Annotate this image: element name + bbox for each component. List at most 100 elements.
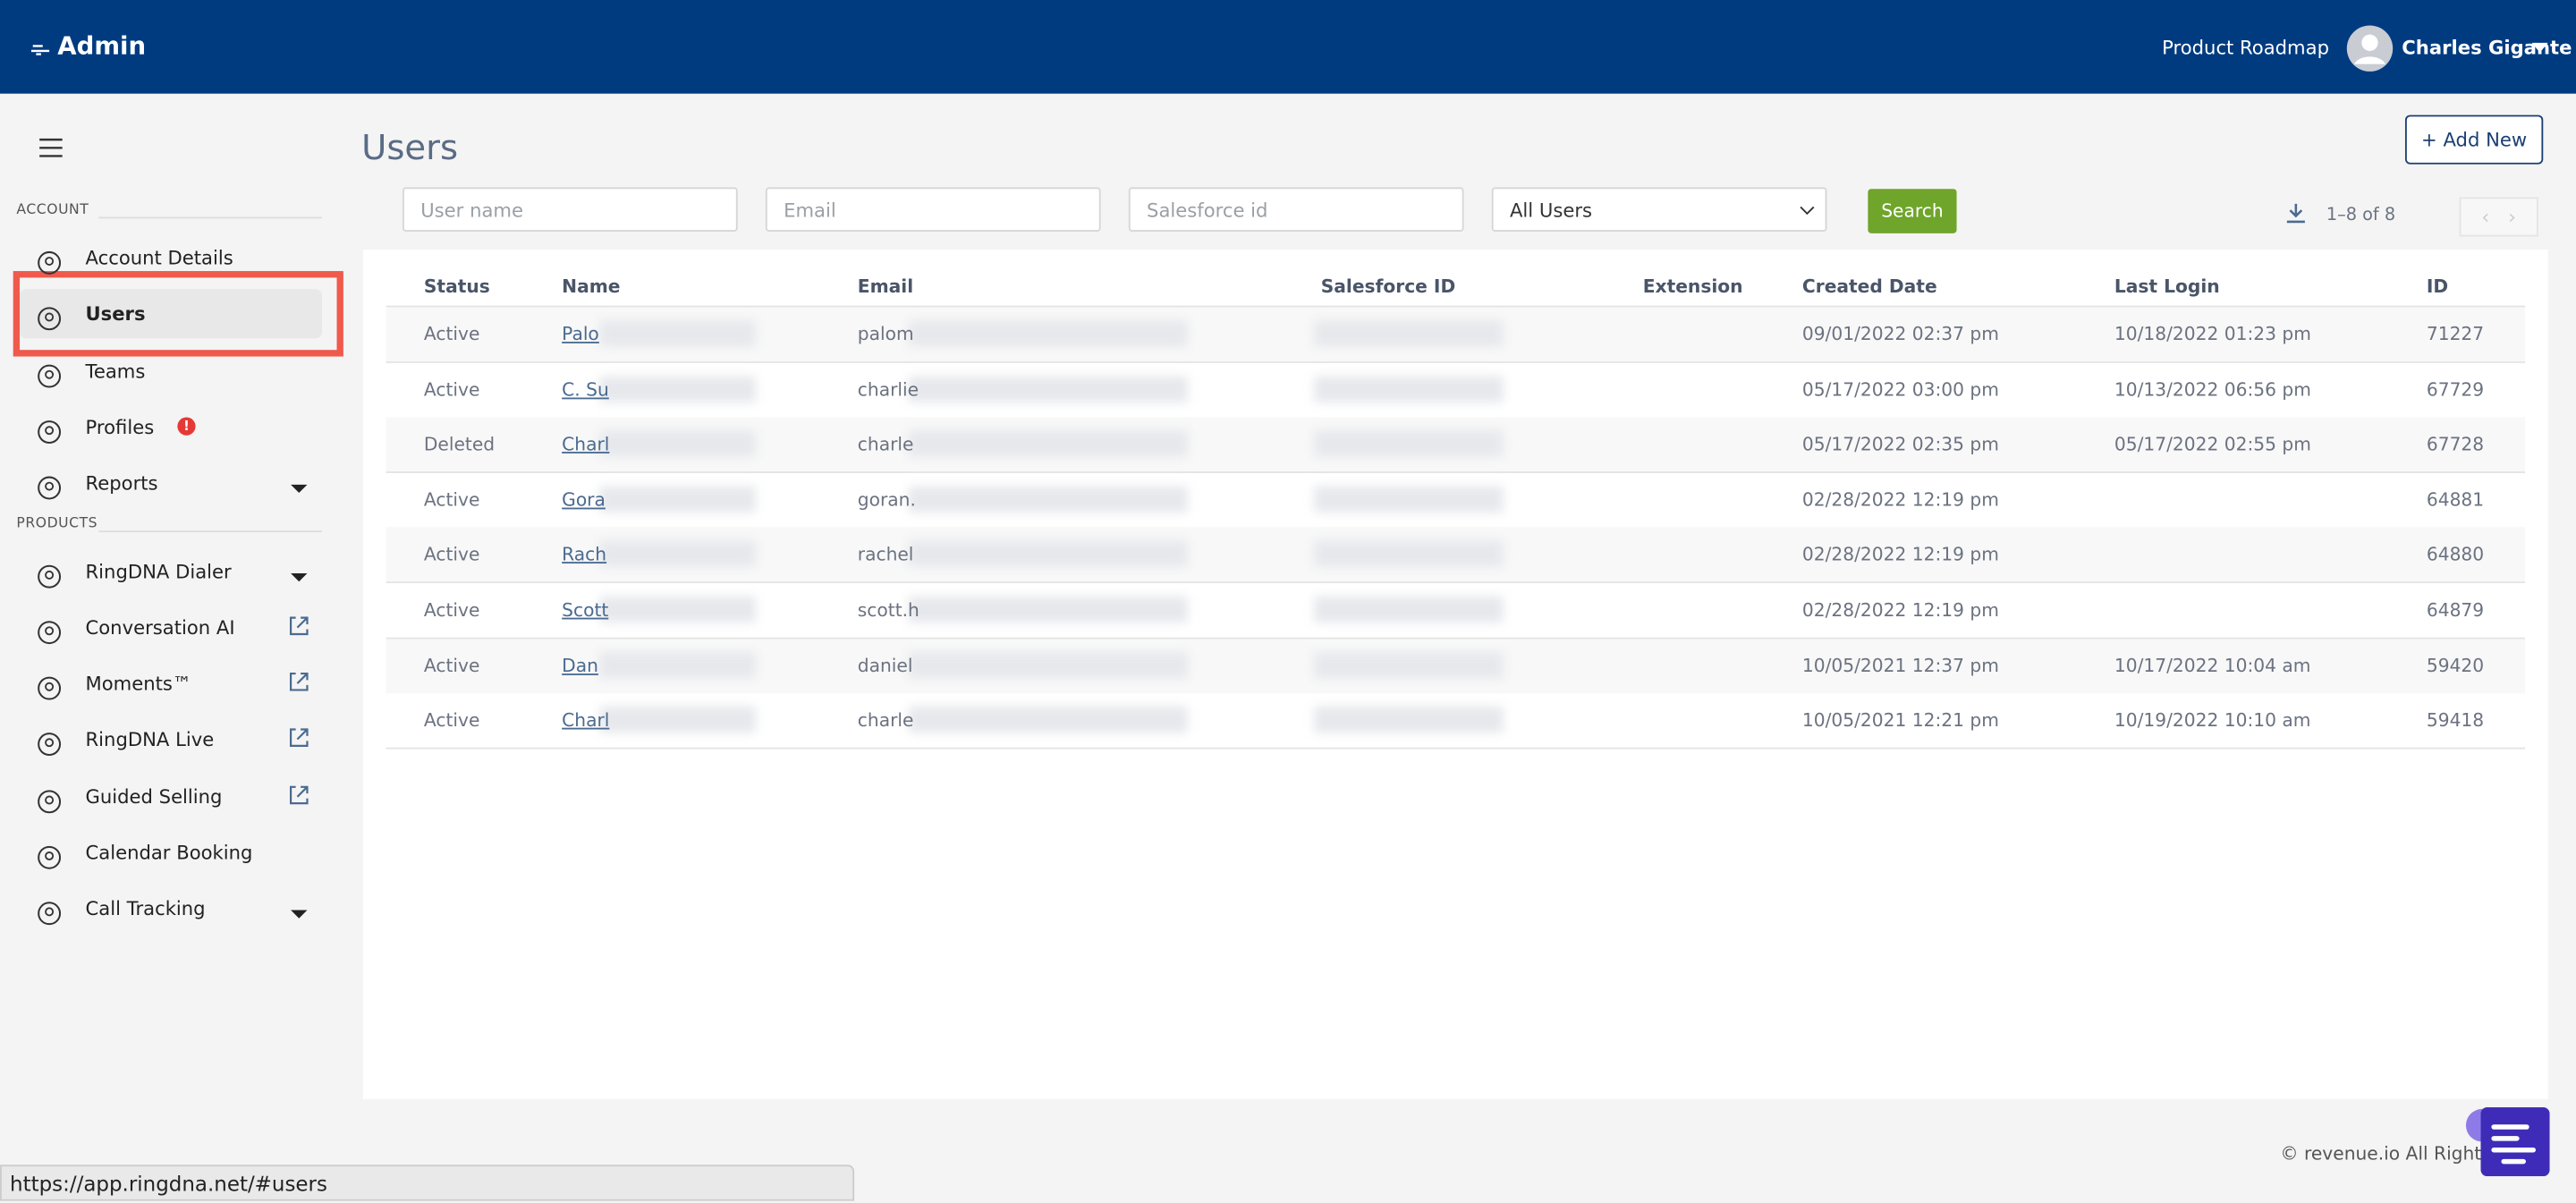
cell: Active xyxy=(423,655,480,676)
nav-item[interactable]: Profiles! xyxy=(20,402,322,452)
column-header[interactable]: Status xyxy=(423,275,490,298)
nav-item[interactable]: Reports xyxy=(20,459,322,508)
nav-icon-svg xyxy=(38,419,62,444)
table-row: Deleted Charl charle 05/17/2022 02:35 pm 05/… xyxy=(386,417,2526,474)
redacted xyxy=(908,430,1188,457)
cell: 05/17/2022 03:00 pm xyxy=(1801,378,1999,401)
redacted xyxy=(599,430,756,457)
username-input[interactable]: User name xyxy=(402,187,738,232)
nav-item[interactable]: Moments™ xyxy=(20,659,322,708)
table-row: Active Palo palom 09/01/2022 02:37 pm 10/18/… xyxy=(386,307,2526,363)
cell: Deleted xyxy=(423,434,496,456)
nav-icon xyxy=(36,896,62,926)
table-row: Active Gora goran. 02/28/2022 12:19 pm 64881 xyxy=(386,472,2526,529)
redacted xyxy=(908,486,1188,513)
cell: 10/19/2022 10:10 am xyxy=(2114,709,2311,732)
redacted xyxy=(599,320,756,347)
section-rule xyxy=(98,216,323,219)
download-icon[interactable] xyxy=(2286,203,2305,224)
nav-icon-svg xyxy=(38,476,62,500)
salesforce-input[interactable]: Salesforce id xyxy=(1128,187,1464,232)
nav-icon-svg xyxy=(38,563,62,588)
nav-icon-svg xyxy=(38,307,62,331)
cell: 02/28/2022 12:19 pm xyxy=(1801,544,1999,566)
nav-icon-svg xyxy=(38,789,62,813)
cell: 59418 xyxy=(2426,709,2485,732)
avatar[interactable] xyxy=(2346,25,2394,72)
user-name-link[interactable]: Charl xyxy=(562,709,610,732)
search-button[interactable]: Search xyxy=(1868,189,1957,233)
column-header[interactable]: Last Login xyxy=(2114,275,2220,298)
chat-widget[interactable] xyxy=(2480,1106,2550,1177)
nav-icon xyxy=(36,470,62,500)
nav-icon xyxy=(36,614,62,644)
redacted xyxy=(1314,651,1504,678)
redacted xyxy=(599,486,756,513)
cell: 10/05/2021 12:21 pm xyxy=(1801,709,1999,732)
dropdown-arrow-svg xyxy=(291,485,308,494)
nav-label: RingDNA Dialer xyxy=(85,559,232,583)
nav-icon xyxy=(36,358,62,387)
copyright: © revenue.io All Rights R xyxy=(2280,1143,2510,1165)
redacted xyxy=(1314,486,1504,513)
redacted xyxy=(908,541,1188,568)
redacted xyxy=(1314,375,1504,402)
external-link xyxy=(286,664,312,691)
dropdown-arrow-svg xyxy=(291,911,308,919)
email-input[interactable]: Email xyxy=(765,187,1101,232)
brand[interactable]: Admin xyxy=(57,30,147,61)
cell: 71227 xyxy=(2426,323,2485,345)
column-header[interactable]: Email xyxy=(857,275,914,298)
nav-label: Teams xyxy=(85,359,146,383)
nav-label: Calendar Booking xyxy=(85,841,253,865)
nav-item[interactable]: RingDNA Live xyxy=(20,716,322,765)
dropdown-arrow xyxy=(286,558,312,584)
column-header[interactable]: Salesforce ID xyxy=(1320,275,1456,298)
column-header[interactable]: Extension xyxy=(1642,275,1743,298)
user-select[interactable]: All Users xyxy=(1491,187,1827,232)
user-name-link[interactable]: Dan xyxy=(562,655,598,676)
cell: palom xyxy=(857,323,914,345)
column-header[interactable]: Created Date xyxy=(1801,275,1937,298)
user-name-link[interactable]: C. Su xyxy=(562,378,609,401)
cell: Active xyxy=(423,488,480,511)
column-header[interactable]: ID xyxy=(2426,275,2449,298)
add-new-label: Add New xyxy=(2443,128,2528,151)
roadmap-link[interactable]: Product Roadmap xyxy=(2162,36,2330,60)
user-name-link[interactable]: Palo xyxy=(562,323,599,345)
cell: Active xyxy=(423,323,480,345)
cell: 10/17/2022 10:04 am xyxy=(2114,655,2311,676)
select-caret xyxy=(1800,206,1815,216)
external-link-svg xyxy=(290,616,309,635)
cell: 02/28/2022 12:19 pm xyxy=(1801,488,1999,511)
nav-item[interactable]: RingDNA Dialer xyxy=(20,546,322,596)
pagination-text: 1–8 of 8 xyxy=(2326,205,2396,225)
user-name-link[interactable]: Scott xyxy=(562,599,609,622)
nav-item[interactable]: Call Tracking xyxy=(20,885,322,934)
user-name-link[interactable]: Charl xyxy=(562,434,610,456)
user-name-link[interactable]: Gora xyxy=(562,488,606,511)
nav-icon xyxy=(36,727,62,757)
column-header[interactable]: Name xyxy=(562,275,621,298)
cell: rachel xyxy=(857,544,914,566)
user-name-link[interactable]: Rach xyxy=(562,544,607,566)
nav-item[interactable]: Users xyxy=(20,289,323,339)
nav-item[interactable]: Teams xyxy=(20,346,322,395)
redacted xyxy=(599,596,756,623)
cell: charle xyxy=(857,434,914,456)
nav-item[interactable]: Conversation AI xyxy=(20,603,322,652)
nav-icon-svg xyxy=(38,845,62,869)
nav-item[interactable]: Guided Selling xyxy=(20,772,322,821)
nav-item[interactable]: Calendar Booking xyxy=(20,828,322,877)
menu-toggle[interactable] xyxy=(39,138,63,157)
add-new-button[interactable]: + Add New xyxy=(2404,114,2544,165)
external-link xyxy=(286,776,312,804)
external-link-svg xyxy=(290,785,309,804)
cell: 64879 xyxy=(2426,599,2485,622)
pager[interactable]: ‹ › xyxy=(2459,197,2538,237)
redacted xyxy=(1314,596,1504,623)
nav-item[interactable]: Account Details xyxy=(20,233,322,283)
cell: goran. xyxy=(857,488,916,511)
redacted xyxy=(908,375,1188,402)
cell: 67728 xyxy=(2426,434,2485,456)
